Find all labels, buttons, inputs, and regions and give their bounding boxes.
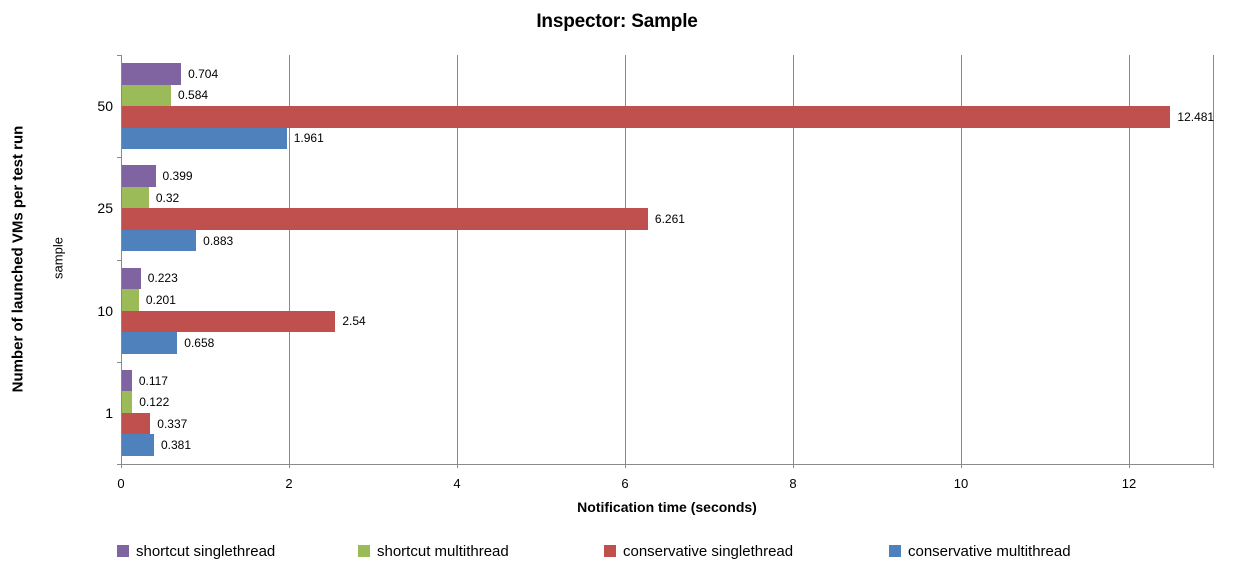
y-category-label: 10 <box>97 302 113 319</box>
gridline <box>121 55 122 464</box>
bar-value-label: 6.261 <box>654 212 685 226</box>
bar: 0.337 <box>122 412 187 435</box>
x-axis-tick <box>457 464 458 468</box>
legend-swatch <box>604 545 616 557</box>
legend-swatch <box>889 545 901 557</box>
bar-value-label: 0.399 <box>162 169 193 183</box>
y-axis-subtitle: sample <box>50 237 66 279</box>
gridline <box>289 55 290 464</box>
x-axis-tick <box>1129 464 1130 468</box>
bar: 1.961 <box>122 127 324 149</box>
legend-label: conservative singlethread <box>623 543 794 560</box>
bar-value-label: 0.337 <box>157 416 188 431</box>
bar-value-label: 0.381 <box>161 438 192 452</box>
gridline <box>625 55 626 464</box>
gridline <box>1129 55 1130 464</box>
x-tick-label: 10 <box>953 476 969 491</box>
legend-label: shortcut singlethread <box>136 543 276 560</box>
bar: 12.481 <box>122 106 1214 128</box>
legend-item: shortcut singlethread <box>117 543 275 561</box>
y-category-label: 25 <box>97 200 113 217</box>
bar: 0.381 <box>122 434 191 456</box>
legend-label: conservative multithread <box>908 543 1071 560</box>
y-axis-tick <box>117 259 121 261</box>
bar: 0.201 <box>122 289 176 311</box>
y-category-label: 50 <box>97 98 113 115</box>
x-tick-label: 0 <box>117 476 125 491</box>
gridline <box>793 55 794 464</box>
x-tick-label: 6 <box>621 476 629 491</box>
bar: 6.261 <box>122 208 685 230</box>
bar-value-label: 0.883 <box>203 233 234 248</box>
bar-value-label: 1.961 <box>293 131 324 146</box>
bar: 0.399 <box>122 165 193 187</box>
bar: 0.658 <box>122 332 214 354</box>
y-axis-tick <box>117 55 121 56</box>
bar-value-label: 0.704 <box>188 66 219 81</box>
bar-value-label: 2.54 <box>342 314 366 329</box>
x-tick-label: 4 <box>453 476 461 491</box>
y-axis-title: Number of launched VMs per test run <box>9 125 27 393</box>
legend-item: shortcut multithread <box>358 543 509 561</box>
gridline <box>1213 55 1214 464</box>
y-axis-tick <box>117 157 121 159</box>
x-axis-tick <box>1213 464 1214 468</box>
legend-label: shortcut multithread <box>377 543 509 560</box>
plot-area: 0.704 0.584 12.481 1.961 0.399 0.32 6.261 0.883… <box>117 55 1214 468</box>
legend-swatch <box>358 545 370 557</box>
x-tick-label: 12 <box>1121 476 1137 491</box>
x-axis-tick <box>289 464 290 468</box>
bar: 0.117 <box>122 369 168 392</box>
chart-title: Inspector: Sample <box>536 11 698 32</box>
bar: 2.54 <box>122 310 366 332</box>
gridline <box>457 55 458 464</box>
bar-value-label: 0.658 <box>184 335 215 350</box>
bar: 0.122 <box>122 391 169 413</box>
x-tick-label: 8 <box>789 476 797 491</box>
bar: 0.704 <box>122 63 218 85</box>
bar-value-label: 0.584 <box>178 88 209 103</box>
bar-value-label: 0.32 <box>155 190 180 205</box>
x-tick-label: 2 <box>285 476 293 491</box>
legend-item: conservative singlethread <box>604 543 793 561</box>
y-axis-tick <box>117 464 121 465</box>
bar: 0.883 <box>122 229 233 252</box>
x-axis-tick <box>625 464 626 468</box>
bar: 0.32 <box>122 186 179 209</box>
x-axis-tick <box>121 464 122 468</box>
bar: 0.223 <box>122 267 178 289</box>
legend-swatch <box>117 545 129 557</box>
gridline <box>961 55 962 464</box>
bar-value-label: 0.201 <box>145 292 176 307</box>
y-axis-tick <box>117 361 121 363</box>
bar-value-label: 0.223 <box>147 271 178 286</box>
x-axis-tick <box>961 464 962 468</box>
y-category-label: 1 <box>105 404 113 421</box>
bar-value-label: 0.117 <box>138 373 168 388</box>
x-axis-line <box>121 464 1213 465</box>
bar: 0.584 <box>122 84 208 106</box>
x-axis-tick <box>793 464 794 468</box>
legend-item: conservative multithread <box>889 543 1071 561</box>
bar-value-label: 12.481 <box>1177 109 1215 124</box>
x-axis-title: Notification time (seconds) <box>577 499 757 515</box>
bar-value-label: 0.122 <box>139 395 170 409</box>
